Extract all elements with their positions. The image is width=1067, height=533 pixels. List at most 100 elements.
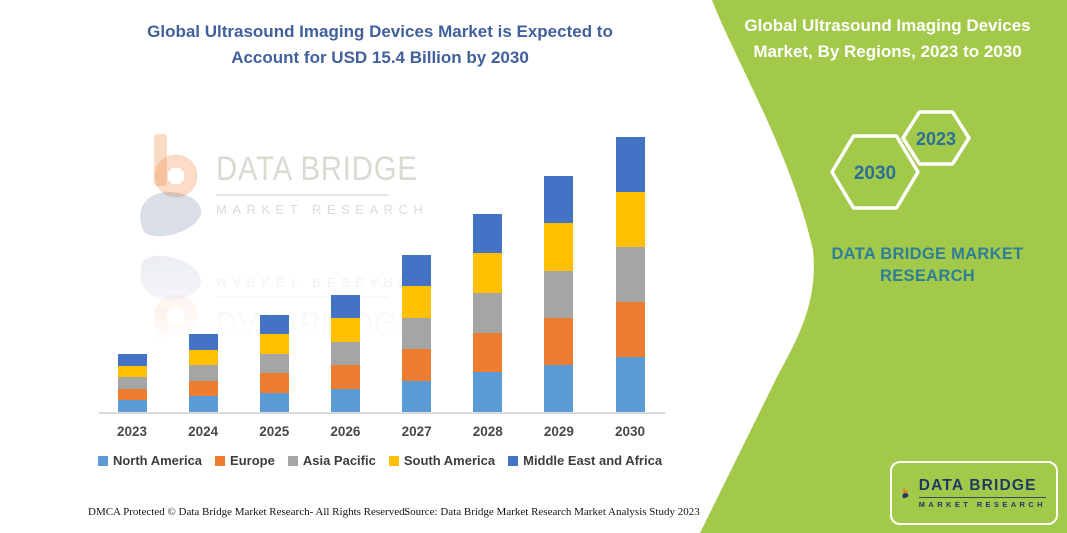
panel-title-line1: Global Ultrasound Imaging Devices: [744, 16, 1031, 35]
bar-segment-2025: [259, 353, 289, 374]
bar-segment-2026: [330, 295, 360, 319]
bar-segment-2030: [615, 137, 645, 192]
dmca-notice: DMCA Protected © Data Bridge Market Rese…: [88, 506, 408, 518]
legend-item: South America: [388, 453, 496, 468]
x-tick-2029: 2029: [543, 424, 574, 439]
x-tick-2027: 2027: [401, 424, 432, 439]
legend-item: North America: [97, 453, 203, 468]
bar-2026: [330, 295, 360, 412]
brand-caption-line2: RESEARCH: [880, 267, 975, 285]
bar-segment-2024: [188, 334, 218, 350]
x-axis-labels: 2023 2024 2025 2026 2027 2028 2029 2030: [99, 424, 665, 442]
bar-segment-2029: [544, 364, 574, 412]
watermark-reflection: DATA BRIDGE MARKET RESEARCH: [136, 246, 428, 362]
legend-label: Asia Pacific: [302, 453, 376, 468]
bar-segment-2028: [473, 293, 503, 333]
bar-2025: [259, 314, 289, 412]
bar-2030: [615, 137, 645, 412]
bar-segment-2026: [330, 341, 360, 366]
legend-item: Europe: [215, 453, 275, 468]
chart-title: Global Ultrasound Imaging Devices Market…: [85, 19, 675, 71]
bar-segment-2024: [188, 396, 218, 412]
bar-2023: [117, 354, 147, 412]
bar-segment-2023: [117, 400, 147, 412]
bar-segment-2029: [544, 223, 574, 271]
logo-divider: [918, 496, 1046, 499]
watermark: DATA BRIDGE MARKET RESEARCH: [136, 130, 429, 246]
bar-segment-2030: [615, 192, 645, 247]
panel-title: Global Ultrasound Imaging Devices Market…: [715, 13, 1060, 65]
data-bridge-logo-watermark-icon: [140, 134, 202, 237]
hexagon-2023-icon: [901, 110, 971, 166]
bar-2024: [188, 334, 218, 412]
bar-segment-2023: [117, 354, 147, 366]
legend-label: Middle East and Africa: [523, 453, 663, 468]
brand-caption-line1: DATA BRIDGE MARKET: [831, 245, 1024, 263]
data-bridge-logo-watermark-reflection-icon: [140, 255, 202, 358]
bar-segment-2023: [117, 388, 147, 401]
bar-segment-2027: [402, 380, 432, 412]
bar-segment-2027: [402, 254, 432, 287]
x-tick-2026: 2026: [330, 424, 361, 439]
x-tick-2023: 2023: [116, 424, 148, 439]
chart-plot-area: [99, 132, 665, 414]
bar-2027: [402, 254, 432, 412]
legend-label: South America: [403, 453, 496, 468]
x-tick-2030: 2030: [615, 424, 646, 439]
legend-label: Europe: [230, 453, 275, 468]
watermark-divider: [216, 194, 388, 196]
data-bridge-logo-icon: [902, 487, 909, 499]
logo-sub: MARKET RESEARCH: [918, 500, 1046, 510]
bar-segment-2030: [615, 302, 645, 357]
legend-item: Middle East and Africa: [508, 453, 662, 468]
bar-segment-2029: [544, 317, 574, 365]
bar-segment-2030: [615, 247, 645, 302]
bar-segment-2027: [402, 317, 432, 350]
bar-segment-2028: [473, 332, 503, 373]
x-tick-2028: 2028: [472, 424, 503, 439]
bar-segment-2029: [544, 270, 574, 318]
watermark-sub-text: MARKET RESEARCH: [216, 202, 429, 217]
bar-segment-2024: [188, 365, 218, 381]
bar-segment-2024: [188, 380, 218, 397]
bar-segment-2024: [188, 349, 218, 366]
hexagon-year-2030: 2030: [854, 163, 896, 184]
bar-segment-2025: [259, 334, 289, 354]
panel-title-line2: Market, By Regions, 2023 to 2030: [753, 42, 1022, 61]
legend-swatch-icon: [215, 455, 226, 466]
bar-segment-2026: [330, 318, 360, 342]
bar-segment-2025: [259, 373, 289, 393]
legend-label: North America: [112, 453, 203, 468]
hexagon-2030-icon: [830, 134, 920, 210]
bar-2029: [544, 176, 574, 412]
hexagon-year-2023: 2023: [916, 129, 956, 149]
logo-name: DATA BRIDGE: [918, 476, 1037, 494]
legend-item: Asia Pacific: [287, 453, 376, 468]
year-hexagons: 2030 2023: [830, 110, 971, 210]
chart-legend: North America Europe Asia Pacific South Ame…: [85, 453, 675, 468]
bar-segment-2029: [544, 176, 574, 224]
chart-title-line1: Global Ultrasound Imaging Devices Market…: [147, 22, 613, 41]
brand-caption: DATA BRIDGE MARKET RESEARCH: [775, 243, 1067, 287]
legend-swatch-icon: [388, 455, 399, 466]
x-tick-2025: 2025: [259, 424, 290, 439]
x-tick-2024: 2024: [188, 424, 219, 439]
legend-swatch-icon: [287, 455, 298, 466]
bar-segment-2026: [330, 388, 360, 412]
bar-segment-2023: [117, 377, 147, 389]
bar-segment-2028: [473, 372, 503, 412]
logo-badge: DATA BRIDGE MARKET RESEARCH: [890, 461, 1058, 525]
bar-segment-2028: [473, 213, 503, 254]
bar-segment-2027: [402, 349, 432, 381]
bar-segment-2025: [259, 314, 289, 335]
source-note: Source: Data Bridge Market Research Mark…: [404, 506, 700, 518]
bar-segment-2023: [117, 365, 147, 378]
bar-segment-2028: [473, 253, 503, 294]
legend-swatch-icon: [508, 455, 519, 466]
bar-segment-2026: [330, 365, 360, 389]
chart-title-line2: Account for USD 15.4 Billion by 2030: [231, 48, 529, 67]
bar-segment-2025: [259, 392, 289, 412]
bar-2028: [473, 213, 503, 412]
bar-segment-2030: [615, 357, 645, 412]
